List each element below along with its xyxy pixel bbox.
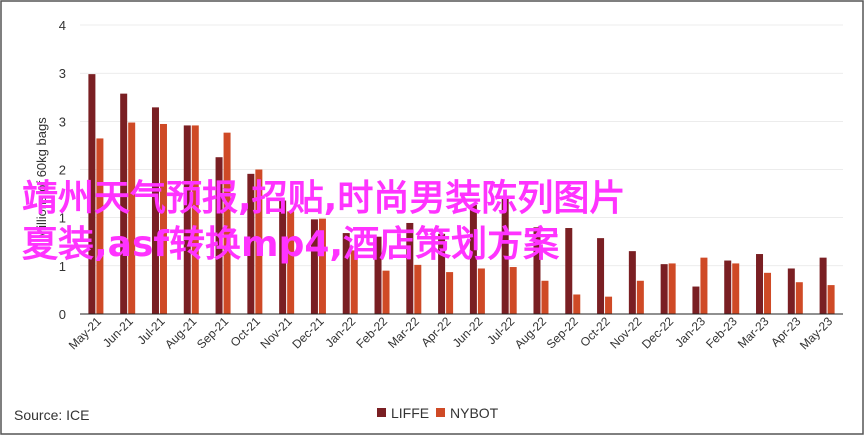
x-tick-label: Oct-22: [577, 314, 613, 350]
y-tick-label: 3: [59, 66, 66, 81]
bar-nybot: [318, 218, 326, 314]
bar-liffe: [215, 157, 223, 314]
legend-label-nybot: NYBOT: [450, 405, 499, 421]
bar-nybot: [128, 122, 136, 314]
bar-liffe: [88, 74, 96, 314]
bar-nybot: [605, 296, 613, 314]
y-tick-label: 2: [59, 163, 66, 178]
bar-nybot: [382, 270, 390, 314]
bar-liffe: [597, 238, 605, 314]
bar-nybot: [573, 294, 581, 314]
bar-nybot: [764, 272, 772, 314]
legend-swatch-liffe: [377, 408, 386, 417]
bar-liffe: [756, 254, 764, 314]
bar-nybot: [541, 280, 549, 314]
bar-liffe: [565, 228, 573, 314]
x-tick-label: Sep-21: [194, 314, 231, 351]
legend: LIFFE NYBOT: [377, 405, 499, 421]
legend-label-liffe: LIFFE: [391, 405, 429, 421]
bar-nybot: [827, 285, 835, 314]
x-tick-label: Dec-22: [639, 314, 676, 351]
bar-nybot: [446, 272, 454, 314]
bar-liffe: [120, 93, 128, 314]
bar-liffe: [310, 219, 318, 314]
bar-liffe: [438, 233, 446, 314]
bar-nybot: [732, 263, 740, 314]
x-tick-label: Nov-21: [258, 314, 295, 351]
source-note: Source: ICE: [14, 407, 89, 423]
bar-liffe: [406, 222, 414, 314]
bar-nybot: [636, 280, 644, 314]
bars: [88, 74, 835, 315]
bar-nybot: [795, 282, 803, 314]
bar-liffe: [787, 268, 795, 314]
x-tick-label: Jun-22: [450, 314, 486, 350]
y-tick-label: 0: [59, 307, 66, 322]
legend-swatch-nybot: [436, 408, 445, 417]
bar-liffe: [374, 236, 382, 314]
x-tick-label: Feb-23: [703, 314, 740, 351]
bar-nybot: [255, 169, 263, 314]
x-tick-label: Feb-22: [353, 314, 390, 351]
bar-nybot: [287, 211, 295, 314]
y-tick-label: 1: [59, 259, 66, 274]
bar-liffe: [501, 198, 509, 314]
bar-nybot: [350, 250, 358, 314]
x-tick-label: Mar-22: [385, 314, 422, 351]
bar-nybot: [191, 125, 199, 315]
bar-liffe: [692, 286, 700, 314]
x-tick-label: Aug-22: [512, 314, 549, 351]
bar-nybot: [700, 257, 708, 314]
x-tick-label: Jun-21: [100, 314, 136, 350]
y-tick-label: 3: [59, 114, 66, 129]
x-tick-label: Jan-22: [322, 314, 358, 350]
x-tick-label: Sep-22: [544, 314, 581, 351]
bar-nybot: [414, 264, 422, 314]
bar-nybot: [223, 132, 231, 314]
gridlines: [80, 24, 843, 267]
bar-liffe: [342, 233, 350, 314]
bar-liffe: [469, 204, 477, 314]
bar-liffe: [183, 125, 191, 315]
x-tick-label: May-23: [797, 314, 835, 352]
bar-nybot: [96, 138, 104, 314]
x-tick-label: May-21: [66, 314, 104, 352]
x-tick-label: Aug-21: [162, 314, 199, 351]
y-tick-label: 1: [59, 211, 66, 226]
x-tick-label: Mar-23: [735, 314, 772, 351]
x-tick-label: Jan-23: [672, 314, 708, 350]
bar-nybot: [159, 123, 167, 314]
x-tick-label: Dec-21: [289, 314, 326, 351]
x-tick-label: Apr-22: [418, 314, 454, 350]
bar-liffe: [628, 251, 636, 314]
bar-liffe: [819, 257, 827, 314]
bar-liffe: [151, 107, 159, 315]
y-axis-label: Millions of 60kg bags: [34, 117, 49, 239]
x-tick-label: Nov-22: [607, 314, 644, 351]
bar-liffe: [247, 173, 255, 314]
bar-liffe: [724, 260, 732, 314]
x-axis-ticks: May-21Jun-21Jul-21Aug-21Sep-21Oct-21Nov-…: [66, 314, 836, 352]
bar-liffe: [279, 200, 287, 314]
bar-nybot: [509, 267, 517, 314]
bar-nybot: [668, 263, 676, 314]
bar-liffe: [533, 227, 541, 314]
y-tick-label: 4: [59, 18, 66, 33]
bar-nybot: [477, 268, 485, 314]
bar-liffe: [660, 264, 668, 314]
x-tick-label: Oct-21: [228, 314, 264, 350]
y-axis-ticks: 0 1 1 2 3 3 4: [59, 18, 66, 322]
